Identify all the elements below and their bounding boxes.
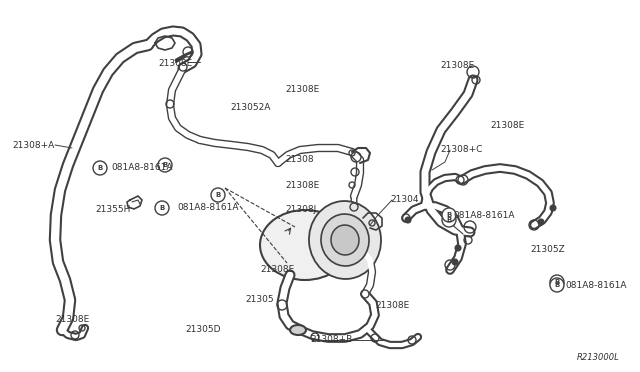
- Ellipse shape: [309, 201, 381, 279]
- Text: 081A8-8161A: 081A8-8161A: [453, 211, 515, 219]
- Text: 21308E: 21308E: [285, 180, 319, 189]
- Text: B: B: [97, 165, 102, 171]
- Text: B: B: [554, 282, 559, 288]
- Circle shape: [442, 213, 456, 227]
- Circle shape: [452, 259, 458, 265]
- Circle shape: [155, 201, 169, 215]
- Circle shape: [538, 219, 544, 225]
- Text: R213000L: R213000L: [577, 353, 620, 362]
- Ellipse shape: [321, 214, 369, 266]
- Circle shape: [455, 245, 461, 251]
- Circle shape: [405, 217, 411, 223]
- Text: 21308E: 21308E: [55, 315, 89, 324]
- Circle shape: [550, 275, 564, 289]
- Text: 21304: 21304: [390, 196, 419, 205]
- Text: 213052A: 213052A: [230, 103, 270, 112]
- Text: B: B: [163, 162, 168, 168]
- Ellipse shape: [260, 210, 350, 280]
- Text: 21308E: 21308E: [158, 58, 192, 67]
- Text: 21308E: 21308E: [285, 86, 319, 94]
- Circle shape: [93, 161, 107, 175]
- Text: B: B: [446, 217, 452, 223]
- Text: 21308+B: 21308+B: [310, 336, 352, 344]
- Text: 21305D: 21305D: [185, 326, 221, 334]
- Text: 21308E: 21308E: [260, 266, 294, 275]
- Ellipse shape: [290, 325, 306, 335]
- Text: 081A8-8161A: 081A8-8161A: [565, 280, 627, 289]
- Circle shape: [442, 208, 456, 222]
- Text: B: B: [446, 212, 452, 218]
- Text: 21308: 21308: [285, 155, 314, 164]
- Text: 21305Z: 21305Z: [530, 246, 564, 254]
- Text: 21308E: 21308E: [440, 61, 474, 70]
- Circle shape: [211, 188, 225, 202]
- Text: 21308+C: 21308+C: [440, 145, 483, 154]
- Circle shape: [550, 278, 564, 292]
- Text: 21308E: 21308E: [490, 121, 524, 129]
- Text: 21308+A: 21308+A: [12, 141, 54, 150]
- Text: B: B: [554, 279, 559, 285]
- Polygon shape: [127, 196, 142, 209]
- Text: 21308J: 21308J: [285, 205, 316, 215]
- Ellipse shape: [331, 225, 359, 255]
- Text: B: B: [216, 192, 221, 198]
- Text: 081A8-8161A: 081A8-8161A: [111, 164, 173, 173]
- Text: B: B: [159, 205, 164, 211]
- Circle shape: [158, 158, 172, 172]
- Text: 21355H: 21355H: [95, 205, 131, 215]
- Text: 21305: 21305: [245, 295, 274, 305]
- Text: 21308E: 21308E: [375, 301, 409, 310]
- Text: 081A8-8161A: 081A8-8161A: [177, 203, 239, 212]
- Circle shape: [550, 205, 556, 211]
